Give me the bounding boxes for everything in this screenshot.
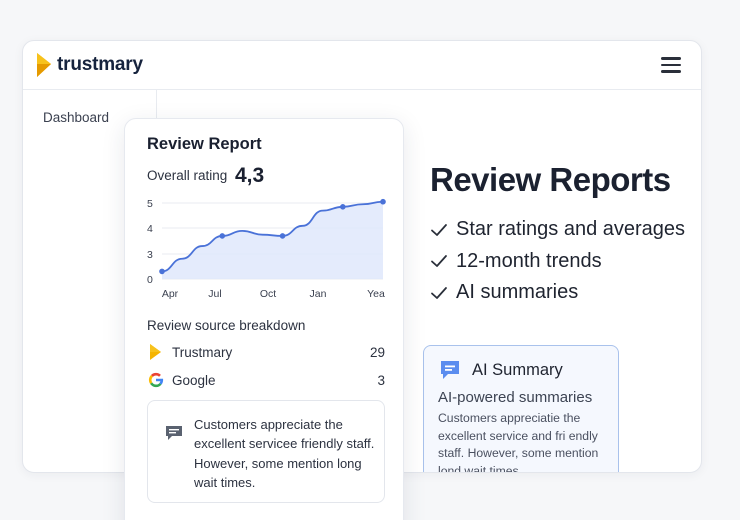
sidebar-item-dashboard[interactable]: Dashboard <box>43 110 110 125</box>
x-tick-label: Apr <box>162 288 179 300</box>
y-tick-label: 3 <box>147 249 153 261</box>
check-icon <box>431 223 447 236</box>
chart-data-point <box>159 268 165 275</box>
google-logo-icon <box>148 372 164 388</box>
review-report-card: Review Report Overall rating 4,3 5 4 3 0 Apr… <box>124 118 404 520</box>
y-tick-label: 4 <box>147 223 153 235</box>
feature-label: 12-month trends <box>456 249 602 272</box>
chart-data-point <box>219 233 226 239</box>
check-icon <box>431 255 447 268</box>
ai-card-header: AI Summary <box>438 358 604 382</box>
ai-card-text: Customers appreciatie the excellent serv… <box>438 411 599 473</box>
comment-icon <box>166 426 182 440</box>
feature-label: Star ratings and averages <box>456 218 686 241</box>
chart-data-point <box>340 204 346 210</box>
check-icon <box>431 286 447 299</box>
source-name: Google <box>172 372 216 388</box>
review-summary-text: Customers appreciate the excellent servi… <box>194 417 375 490</box>
x-tick-label: Jul <box>208 288 221 300</box>
ai-card-title: AI Summary <box>472 360 563 379</box>
rating-trend-chart: 5 4 3 0 Apr Jul Oct Jan Yea <box>147 198 386 300</box>
brand-logo[interactable]: trustmary <box>37 53 143 77</box>
breakdown-label: Review source breakdown <box>147 318 306 333</box>
chart-area-fill <box>162 201 383 279</box>
chart-data-point <box>380 198 386 205</box>
overall-rating-value: 4,3 <box>235 164 265 187</box>
feature-item: Star ratings and averages <box>430 214 685 246</box>
brand-name: trustmary <box>57 54 143 75</box>
feature-item: AI summaries <box>430 277 685 309</box>
x-tick-label: Yea <box>367 288 385 300</box>
y-tick-label: 0 <box>147 274 153 286</box>
source-name: Trustmary <box>172 344 233 360</box>
source-count: 29 <box>369 344 385 360</box>
source-row-trustmary: Trustmary 29 <box>147 342 385 362</box>
y-tick-label: 5 <box>147 198 153 210</box>
top-bar: trustmary <box>23 41 701 90</box>
hero-title: Review Reports <box>430 161 671 198</box>
source-count: 3 <box>377 372 385 388</box>
feature-list: Star ratings and averages 12-month trend… <box>430 214 685 309</box>
report-title: Review Report <box>147 135 262 153</box>
ai-card-subtitle: AI-powered summaries <box>438 389 593 406</box>
chat-bubble-icon <box>441 361 459 379</box>
feature-item: 12-month trends <box>430 246 685 278</box>
x-tick-label: Jan <box>310 288 327 300</box>
hamburger-menu-icon[interactable] <box>661 57 681 73</box>
review-summary-box: Customers appreciate the excellent servi… <box>147 400 385 503</box>
trustmary-logo-icon <box>150 344 161 360</box>
feature-label: AI summaries <box>456 281 579 304</box>
chart-data-point <box>279 233 286 239</box>
source-row-google: Google 3 <box>147 370 385 390</box>
trustmary-logo-icon <box>37 53 51 77</box>
ai-summary-card[interactable]: AI Summary AI-powered summaries Customer… <box>423 345 619 473</box>
x-tick-label: Oct <box>260 288 276 300</box>
overall-rating-label: Overall rating <box>147 168 228 183</box>
